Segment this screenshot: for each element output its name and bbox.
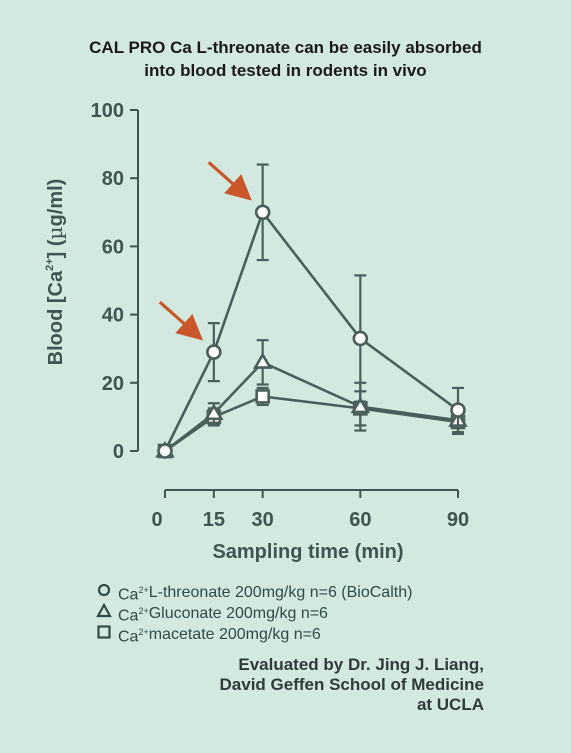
data-point-triangle <box>252 352 273 369</box>
x-tick-label: 90 <box>447 509 469 531</box>
axes: 0 20 40 60 80 100 0 15 30 60 90 <box>91 100 470 531</box>
legend-sup: 2+ <box>138 605 149 616</box>
credit-line-1: Evaluated by Dr. Jing J. Liang, <box>238 655 484 674</box>
data-point-circle <box>206 344 222 360</box>
chart-title: CAL PRO Ca L-threonate can be easily abs… <box>0 36 571 82</box>
legend-square-icon <box>97 624 111 639</box>
data-point-circle <box>254 204 271 221</box>
legend-sup: 2+ <box>138 584 149 595</box>
legend-entry: Ca2+ Gluconate 200mg/kg n=6 <box>96 602 412 625</box>
annotation-arrow <box>158 300 204 341</box>
legend-text: L-threonate 200mg/kg n=6 (BioCalth) <box>148 584 413 601</box>
legend-marker <box>96 624 118 646</box>
x-tick-label: 0 <box>151 509 162 531</box>
x-tick-label: 60 <box>349 509 371 531</box>
data-point-triangle <box>204 403 224 421</box>
annotation-arrow <box>207 161 252 201</box>
legend-circle-icon <box>97 583 111 596</box>
credit-line-3: at UCLA <box>416 695 484 714</box>
legend-ca: Ca2+ <box>118 605 149 625</box>
legend-ca: Ca2+ <box>118 584 149 604</box>
legend-marker <box>96 582 118 604</box>
y-tick-label: 40 <box>102 305 124 327</box>
legend-marker <box>96 602 118 625</box>
x-axis-label: Sampling time (min) <box>212 541 403 563</box>
credit-block: Evaluated by Dr. Jing J. Liang, David Ge… <box>220 655 484 715</box>
y-tick-label: 20 <box>102 373 124 395</box>
y-tick-label: 80 <box>102 168 124 190</box>
legend: Ca2+ L-threonate 200mg/kg n=6 (BioCalth)… <box>96 582 412 645</box>
data-point-triangle <box>350 396 371 414</box>
series-circle <box>157 163 466 459</box>
series-square <box>157 386 466 459</box>
arrow-layer <box>158 161 252 341</box>
title-line-2: into blood tested in rodents in vivo <box>0 59 571 82</box>
title-line-1: CAL PRO Ca L-threonate can be easily abs… <box>89 38 482 57</box>
data-point-circle <box>352 330 369 347</box>
legend-entry: Ca2+ macetate 200mg/kg n=6 <box>96 624 412 645</box>
y-tick-label: 60 <box>102 236 124 258</box>
data-point-circle <box>157 443 173 459</box>
data-point-circle <box>450 402 466 418</box>
credit-line-2: David Geffen School of Medicine <box>219 675 484 694</box>
legend-sup: 2+ <box>138 626 149 637</box>
y-axis-label: Blood [Ca2+] (µg/ml) <box>43 179 67 366</box>
legend-triangle-icon <box>96 602 112 617</box>
series-triangle <box>155 339 468 458</box>
legend-entry: Ca2+ L-threonate 200mg/kg n=6 (BioCalth) <box>96 582 412 603</box>
x-tick-label: 30 <box>252 509 274 531</box>
series-line <box>164 360 459 453</box>
title-line-2-text: into blood tested in rodents in vivo <box>144 61 427 80</box>
y-tick-label: 100 <box>91 100 124 122</box>
y-tick-label: 0 <box>113 441 124 463</box>
x-tick-label: 15 <box>203 509 225 531</box>
data-point-square <box>255 389 270 404</box>
legend-text: macetate 200mg/kg n=6 <box>148 626 321 643</box>
legend-text: Gluconate 200mg/kg n=6 <box>148 605 328 622</box>
legend-ca: Ca2+ <box>118 626 149 646</box>
series-layer <box>155 163 468 459</box>
